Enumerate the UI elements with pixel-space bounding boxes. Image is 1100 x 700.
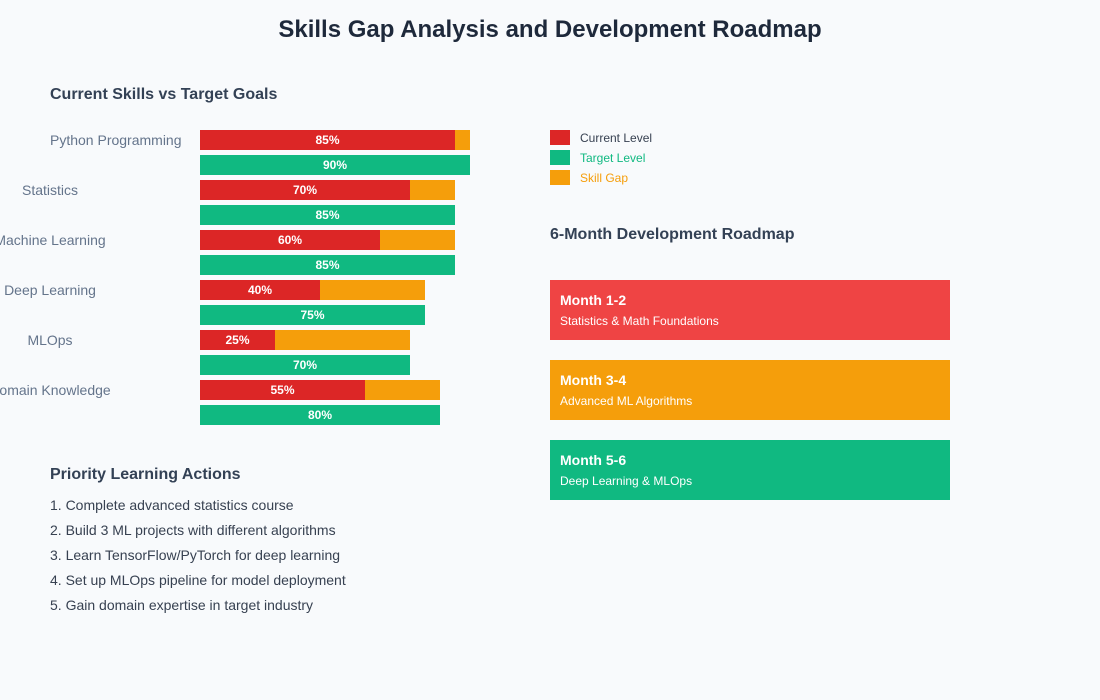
action-item: 5. Gain domain expertise in target indus… [50, 597, 314, 613]
gap-bar [365, 380, 440, 400]
current-bar [200, 180, 410, 200]
skill-label: Machine Learning [0, 232, 106, 248]
current-value-label: 40% [248, 283, 272, 297]
current-bar [200, 330, 275, 350]
skill-label: Python Programming [50, 132, 182, 148]
roadmap-desc: Statistics & Math Foundations [560, 314, 719, 328]
gap-bar [455, 130, 470, 150]
action-item: 1. Complete advanced statistics course [50, 497, 294, 513]
skill-label: Deep Learning [4, 282, 96, 298]
current-value-label: 85% [315, 133, 339, 147]
current-value-label: 70% [293, 183, 317, 197]
roadmap-desc: Deep Learning & MLOps [560, 474, 693, 488]
page-title: Skills Gap Analysis and Development Road… [278, 16, 822, 43]
action-item: 2. Build 3 ML projects with different al… [50, 522, 336, 538]
target-bar [200, 305, 425, 325]
action-item: 3. Learn TensorFlow/PyTorch for deep lea… [50, 547, 341, 563]
roadmap-card-month-1-2: Month 1-2 Statistics & Math Foundations [550, 280, 950, 340]
target-value-label: 70% [293, 358, 317, 372]
roadmap-month: Month 5-6 [560, 452, 627, 468]
legend-label-target: Target Level [580, 151, 646, 165]
target-value-label: 85% [315, 258, 339, 272]
roadmap-title: 6-Month Development Roadmap [550, 226, 795, 243]
target-value-label: 80% [308, 408, 332, 422]
legend-swatch-gap [550, 170, 570, 185]
target-value-label: 85% [315, 208, 339, 222]
roadmap-card-month-3-4: Month 3-4 Advanced ML Algorithms [550, 360, 950, 420]
roadmap-month: Month 1-2 [560, 292, 627, 308]
current-bar [200, 380, 365, 400]
action-item: 4. Set up MLOps pipeline for model deplo… [50, 572, 346, 588]
legend-swatch-target [550, 150, 570, 165]
legend-swatch-current [550, 130, 570, 145]
current-value-label: 60% [278, 233, 302, 247]
roadmap-month: Month 3-4 [560, 372, 627, 388]
chart-title: Current Skills vs Target Goals [50, 86, 278, 103]
legend-label-gap: Skill Gap [580, 171, 629, 185]
target-value-label: 75% [300, 308, 324, 322]
target-value-label: 90% [323, 158, 347, 172]
target-bar [200, 405, 440, 425]
actions-title: Priority Learning Actions [50, 466, 241, 483]
current-value-label: 25% [225, 333, 249, 347]
target-bar [200, 205, 455, 225]
gap-bar [275, 330, 410, 350]
target-bar [200, 255, 455, 275]
legend-label-current: Current Level [580, 131, 653, 145]
gap-bar [410, 180, 455, 200]
current-value-label: 55% [270, 383, 294, 397]
gap-bar [320, 280, 425, 300]
gap-bar [380, 230, 455, 250]
target-bar [200, 355, 410, 375]
current-bar [200, 280, 320, 300]
current-bar [200, 130, 455, 150]
current-bar [200, 230, 380, 250]
skill-label: Statistics [22, 182, 78, 198]
skill-label: MLOps [27, 332, 72, 348]
skill-label: Domain Knowledge [0, 382, 111, 398]
roadmap-card-month-5-6: Month 5-6 Deep Learning & MLOps [550, 440, 950, 500]
target-bar [200, 155, 470, 175]
roadmap-desc: Advanced ML Algorithms [560, 394, 693, 408]
